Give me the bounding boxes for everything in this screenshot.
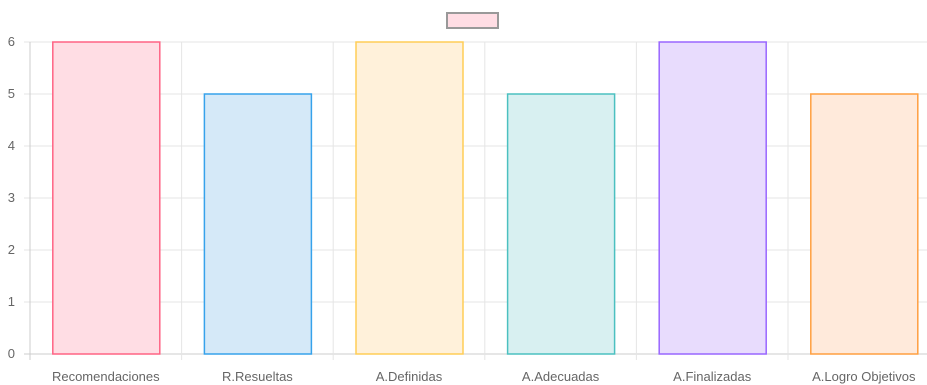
y-tick-label: 1 <box>8 294 15 309</box>
bars-layer <box>52 41 919 355</box>
legend-swatch[interactable] <box>446 12 499 29</box>
y-tick-label: 0 <box>8 346 15 361</box>
y-tick-label: 4 <box>8 138 15 153</box>
y-tick-label: 6 <box>8 34 15 49</box>
y-tick-label: 3 <box>8 190 15 205</box>
bar[interactable] <box>203 93 313 355</box>
legend[interactable] <box>446 12 499 29</box>
grid-layer <box>24 41 927 360</box>
bar[interactable] <box>506 93 616 355</box>
y-tick-label: 2 <box>8 242 15 257</box>
bar[interactable] <box>355 41 464 355</box>
bar[interactable] <box>658 41 767 355</box>
x-tick-label: A.Adecuadas <box>522 369 600 384</box>
x-tick-label: A.Finalizadas <box>673 369 752 384</box>
axis-layer: 0 1 2 3 4 5 6 Recomendaciones R.Resueltas A.Defin… <box>8 34 916 384</box>
x-tick-label: R.Resueltas <box>222 369 293 384</box>
bar[interactable] <box>810 93 919 355</box>
x-tick-label: Recomendaciones <box>52 369 160 384</box>
x-tick-label: A.Definidas <box>376 369 443 384</box>
y-tick-label: 5 <box>8 86 15 101</box>
bar[interactable] <box>52 41 161 355</box>
x-tick-label: A.Logro Objetivos <box>812 369 916 384</box>
